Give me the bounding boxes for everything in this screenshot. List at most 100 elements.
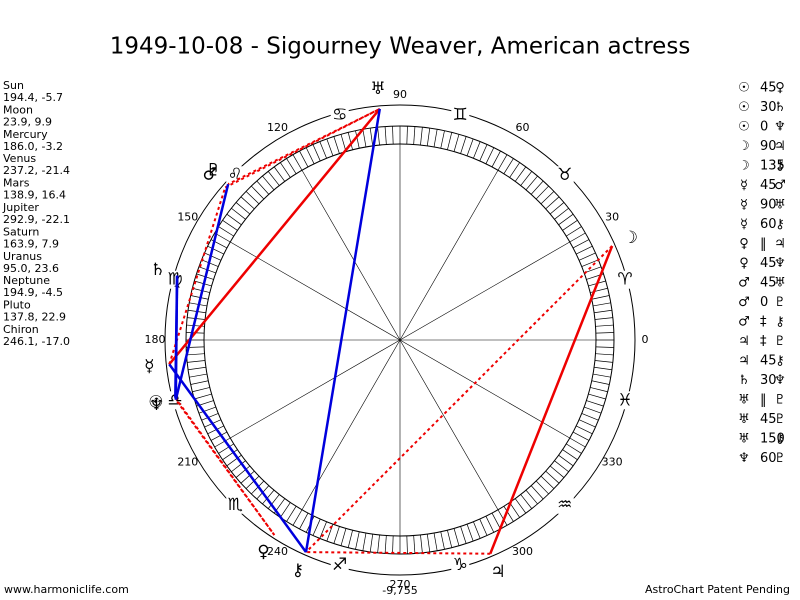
ring-tick [514, 166, 527, 182]
aspect-from: ♀ [739, 256, 749, 271]
aspect-to: ♇ [774, 451, 786, 466]
ring-tick [333, 526, 340, 544]
ring-tick [520, 171, 533, 186]
aspect-type: ‡ [760, 315, 767, 330]
ring-tick [453, 134, 460, 152]
ring-tick [347, 530, 353, 548]
ring-tick [479, 518, 488, 536]
ring-tick [377, 127, 380, 146]
ring-tick [312, 518, 321, 536]
aspect-to: ⚷ [775, 432, 785, 447]
zodiac-sign: ♉ [557, 165, 572, 185]
ring-tick [333, 136, 340, 154]
aspect-type: 45 [760, 81, 777, 96]
ring-tick [286, 506, 297, 522]
planet-name: Venus [3, 152, 36, 165]
aspect-from: ♃ [738, 354, 750, 369]
degree-label: 0 [642, 333, 649, 346]
ring-tick [413, 535, 416, 554]
ring-tick [562, 220, 578, 231]
ring-tick [569, 437, 586, 448]
aspect-to: ♇ [774, 295, 786, 310]
planet-name: Jupiter [2, 201, 39, 214]
aspect-to: ♂ [774, 178, 786, 193]
ring-tick [509, 502, 520, 518]
aspect-type: 60 [760, 451, 777, 466]
ring-tick [525, 489, 538, 505]
aspect-to: ⚷ [775, 159, 785, 174]
ring-tick [251, 185, 265, 200]
ring-tick [509, 162, 520, 178]
planet-glyph: ♄ [150, 260, 165, 280]
planet-glyph: ☽ [623, 228, 638, 248]
ring-tick [479, 144, 488, 162]
ring-tick [549, 465, 565, 478]
planet-position: 95.0, 23.6 [3, 262, 59, 275]
ring-tick [190, 380, 209, 385]
aspect-type: 0 [760, 120, 768, 135]
zodiac-sign: ♑ [453, 555, 468, 575]
aspect-to: ⚷ [775, 315, 785, 330]
planet-name: Mars [3, 177, 30, 190]
ring-tick [440, 130, 445, 149]
aspect-to: ♇ [774, 393, 786, 408]
ring-tick [384, 535, 387, 554]
planet-name: Chiron [3, 323, 39, 336]
aspect-to: ♅ [774, 198, 786, 213]
aspect-from: ♂ [738, 276, 750, 291]
aspect-line [305, 245, 613, 553]
ring-tick [558, 213, 574, 226]
ring-tick [453, 528, 460, 546]
ring-tick [554, 460, 569, 473]
ring-tick [256, 180, 270, 195]
sign-bg [451, 105, 470, 124]
ring-tick [273, 166, 286, 182]
footer-left: www.harmoniclife.com [4, 583, 129, 596]
aspect-line [168, 363, 308, 553]
planet-position: 246.1, -17.0 [3, 335, 70, 348]
aspect-to: ♃ [774, 237, 786, 252]
aspect-from: ♅ [738, 412, 750, 427]
zodiac-sign: ♎ [167, 390, 182, 410]
ring-tick [362, 129, 367, 148]
aspect-from: ☿ [740, 198, 748, 213]
ring-tick [485, 147, 495, 164]
ring-tick [188, 366, 206, 371]
ring-tick [214, 232, 231, 243]
degree-label: 180 [145, 333, 166, 346]
ring-tick [299, 150, 309, 168]
ring-tick [267, 171, 280, 186]
aspect-from: ♃ [738, 334, 750, 349]
aspect-from: ☉ [738, 81, 750, 96]
ring-tick [545, 470, 560, 484]
zodiac-sign: ♒ [557, 495, 572, 515]
ring-tick [262, 489, 275, 505]
aspect-from: ☽ [738, 139, 750, 154]
aspect-type: 150 [760, 432, 785, 447]
degree-label: 240 [267, 545, 288, 558]
ring-tick [262, 175, 275, 191]
ring-tick [226, 454, 242, 467]
zodiac-sign: ♐ [332, 555, 347, 575]
ring-tick [369, 534, 374, 552]
ring-tick [491, 512, 501, 530]
aspect-type: 135 [760, 159, 785, 174]
ring-tick [590, 387, 608, 393]
ring-tick [222, 220, 238, 231]
ring-tick [473, 141, 481, 159]
ring-tick [535, 480, 549, 495]
spoke [399, 339, 570, 439]
ring-tick [355, 531, 360, 550]
ring-tick [466, 138, 474, 156]
ring-tick [594, 360, 613, 363]
sign-bg [616, 391, 635, 410]
sign-bg [330, 105, 349, 124]
ring-tick [592, 302, 611, 307]
spoke [230, 241, 401, 341]
ring-tick [187, 360, 206, 363]
sign-bg [165, 270, 184, 289]
ring-tick [292, 509, 303, 526]
aspect-type: 60 [760, 217, 777, 232]
planet-name: Moon [3, 103, 33, 116]
